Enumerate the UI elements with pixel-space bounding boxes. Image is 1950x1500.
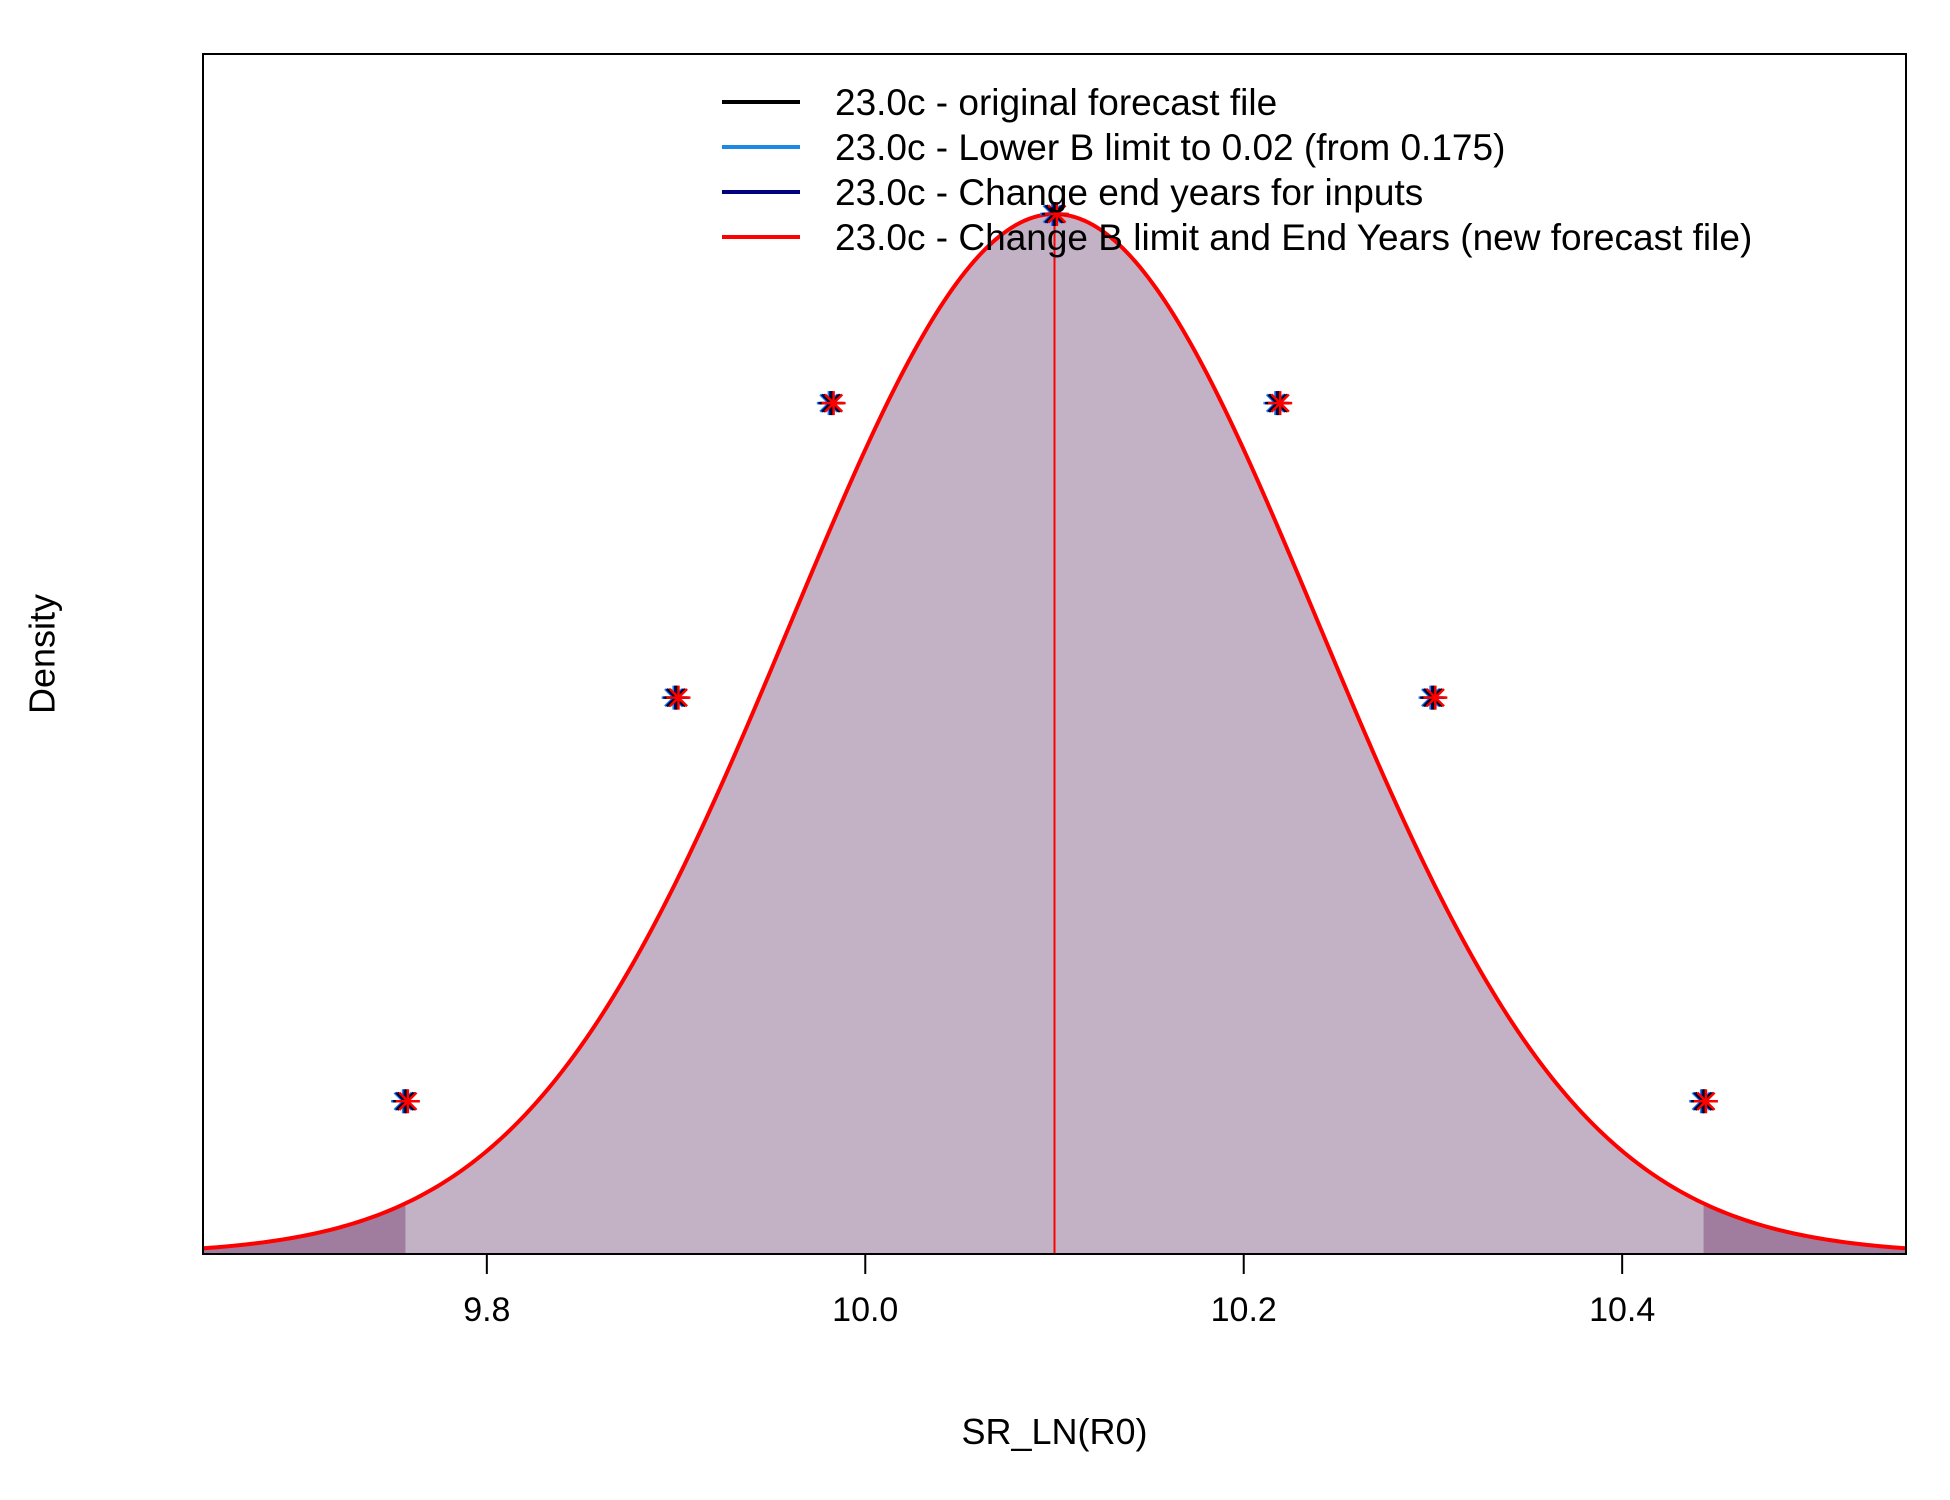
x-axis: 9.8 10.0 10.2 10.4 [463,1254,1655,1329]
marker-stroke [1425,688,1445,708]
x-tick-label: 10.4 [1589,1291,1655,1329]
quantile-marker [1263,391,1293,416]
marker-stroke [668,688,688,708]
plot-layer [202,211,1907,1254]
quantile-marker [1418,685,1448,710]
quantile-marker [1040,202,1069,226]
legend-label: 23.0c - Lower B limit to 0.02 (from 0.17… [835,127,1505,168]
quantile-marker [391,1089,420,1114]
legend-label: 23.0c - Change B limit and End Years (ne… [835,217,1752,258]
quantile-marker [661,685,691,710]
marker-stroke [398,1091,418,1111]
right-tail-area [1703,1203,1906,1254]
x-tick-label: 9.8 [463,1291,510,1329]
quantile-marker [816,391,846,416]
marker-stroke [1696,1091,1716,1111]
left-tail-area [203,1203,406,1254]
legend-label: 23.0c - original forecast file [835,82,1277,123]
x-axis-label: SR_LN(R0) [961,1411,1147,1452]
y-axis-label: Density [22,594,63,714]
marker-layer [391,202,1718,1114]
plot-frame [202,53,1907,1255]
marker-stroke [1270,393,1290,413]
x-tick-label: 10.0 [832,1291,898,1329]
marker-stroke [824,393,844,413]
quantile-marker [1689,1089,1718,1114]
legend-label: 23.0c - Change end years for inputs [835,172,1423,213]
x-tick-label: 10.2 [1211,1291,1277,1329]
marker-stroke [1047,204,1067,224]
